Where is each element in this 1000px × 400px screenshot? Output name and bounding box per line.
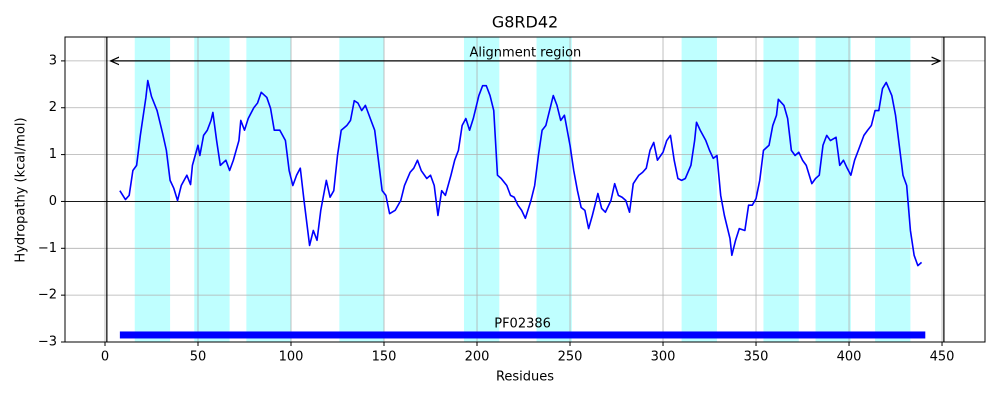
tm-region <box>815 37 851 342</box>
y-tick-label: 3 <box>49 53 57 68</box>
domain-bar <box>119 331 926 339</box>
tm-region <box>763 37 799 342</box>
hydropathy-line <box>119 79 923 267</box>
chart-title: G8RD42 <box>492 13 558 32</box>
tm-region <box>536 37 572 342</box>
tm-region <box>194 37 230 342</box>
x-axis-label: Residues <box>496 370 554 385</box>
x-tick-label: 300 <box>651 350 676 365</box>
x-tick-label: 250 <box>558 350 583 365</box>
y-tick-label: 0 <box>49 194 57 209</box>
tm-region <box>463 37 500 342</box>
x-tick-label: 450 <box>930 350 955 365</box>
x-tick-label: 50 <box>190 350 207 365</box>
x-tick-label: 350 <box>744 350 769 365</box>
domain-label: PF02386 <box>494 316 551 331</box>
y-axis-label: Hydropathy (kcal/mol) <box>14 117 29 262</box>
tm-region <box>875 37 911 342</box>
x-tick-label: 100 <box>279 350 304 365</box>
annotation-label: Alignment region <box>469 45 581 60</box>
y-tick-label: 1 <box>49 147 57 162</box>
tm-region <box>246 37 292 342</box>
y-tick-label: 2 <box>49 100 57 115</box>
y-tick-label: −2 <box>38 288 57 303</box>
tm-region <box>681 37 717 342</box>
plot-frame <box>64 36 986 343</box>
x-tick-label: 150 <box>372 350 397 365</box>
y-tick-label: −3 <box>38 335 57 350</box>
x-tick-label: 400 <box>837 350 862 365</box>
x-tick-label: 0 <box>101 350 109 365</box>
x-tick-label: 200 <box>465 350 490 365</box>
tm-region <box>339 37 385 342</box>
tm-region <box>134 37 171 342</box>
y-tick-label: −1 <box>38 241 57 256</box>
